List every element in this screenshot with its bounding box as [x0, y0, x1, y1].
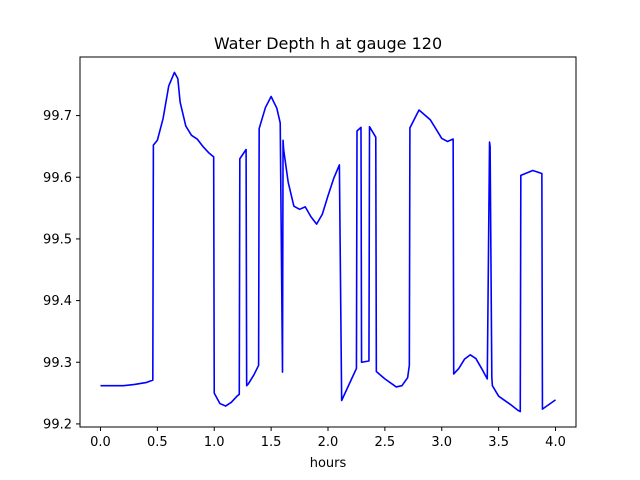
y-axis-ticks: 99.2 99.3 99.4 99.5 99.6 99.7 [43, 109, 80, 432]
series-line [100, 71, 556, 413]
x-tick-label: 3.5 [488, 435, 509, 450]
x-axis-ticks: 0.0 0.5 1.0 1.5 2.0 2.5 3.0 3.5 4.0 [90, 427, 566, 450]
x-tick-label: 3.0 [431, 435, 452, 450]
y-tick-label: 99.6 [43, 171, 72, 186]
y-tick-label: 99.7 [43, 109, 72, 124]
x-axis-label: hours [310, 456, 347, 471]
plot-area [80, 57, 576, 427]
x-tick-label: 2.0 [318, 435, 339, 450]
y-tick-label: 99.5 [43, 232, 72, 247]
x-tick-label: 2.5 [375, 435, 396, 450]
x-tick-label: 4.0 [545, 435, 566, 450]
y-tick-label: 99.2 [43, 417, 72, 432]
x-tick-label: 1.5 [261, 435, 282, 450]
x-tick-label: 0.5 [147, 435, 168, 450]
x-tick-label: 1.0 [204, 435, 225, 450]
chart-title: Water Depth h at gauge 120 [214, 34, 442, 53]
y-tick-label: 99.4 [43, 294, 72, 309]
y-tick-label: 99.3 [43, 356, 72, 371]
x-tick-label: 0.0 [90, 435, 111, 450]
